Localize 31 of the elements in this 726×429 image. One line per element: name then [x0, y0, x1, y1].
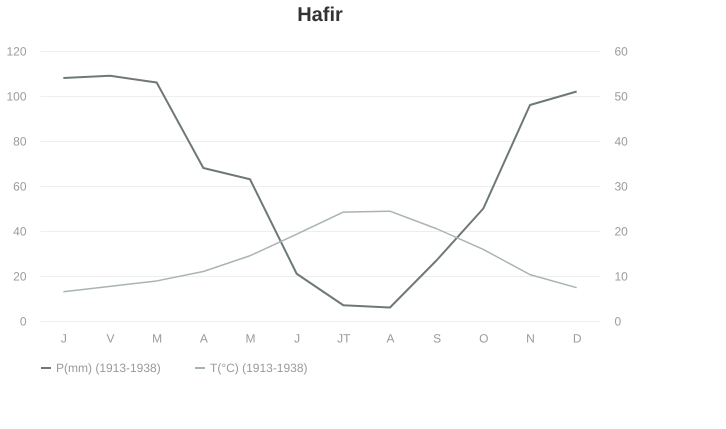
y2-tick-label: 50 — [614, 90, 628, 104]
y-tick-label: 20 — [13, 270, 27, 284]
x-tick-label: J — [294, 332, 300, 346]
x-tick-label: M — [246, 332, 256, 346]
y2-tick-label: 60 — [614, 44, 628, 58]
x-tick-label: O — [479, 332, 489, 346]
y2-tick-label: 10 — [614, 270, 628, 284]
x-tick-label: A — [200, 332, 208, 346]
x-tick-label: V — [106, 332, 115, 346]
y2-tick-label: 30 — [614, 180, 628, 194]
y-tick-label: 60 — [13, 180, 27, 194]
x-tick-label: D — [572, 332, 582, 346]
line-series — [62, 74, 578, 308]
x-tick-label: J — [60, 332, 67, 346]
x-tick-label: JT — [337, 332, 352, 346]
chart-title: Hafir — [297, 4, 343, 26]
y2-tick-label: 40 — [614, 134, 628, 148]
y2-tick-label: 0 — [614, 314, 622, 328]
legend-label: P(mm) (1913-1938) — [56, 361, 161, 375]
x-tick-label: S — [433, 332, 442, 346]
x-tick-label: M — [152, 332, 162, 346]
y-tick-label: 0 — [20, 314, 27, 328]
y-tick-label: 100 — [6, 90, 27, 104]
x-tick-label: A — [386, 332, 395, 346]
line-series — [62, 210, 578, 292]
y2-tick-label: 20 — [614, 224, 628, 238]
legend-label: T(°C) (1913-1938) — [210, 361, 308, 375]
y-tick-label: 80 — [13, 134, 27, 148]
x-tick-label: N — [526, 332, 535, 346]
y-tick-label: 120 — [6, 44, 27, 58]
y-tick-label: 40 — [13, 224, 27, 238]
